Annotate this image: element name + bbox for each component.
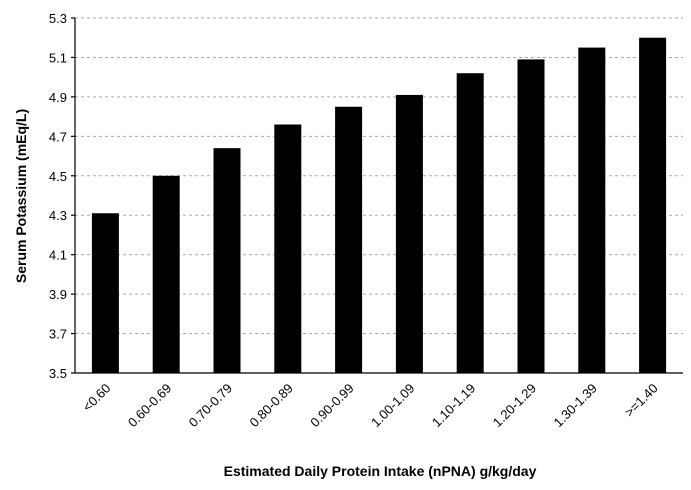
bar	[639, 37, 667, 373]
bar	[578, 47, 606, 373]
bar	[91, 213, 119, 373]
x-tick-label: >=1.40	[621, 381, 660, 420]
x-tick-label: 1.30-1.39	[550, 381, 599, 430]
x-tick-label: 0.90-0.99	[307, 381, 356, 430]
bar	[456, 73, 484, 373]
bar	[335, 106, 363, 373]
y-tick-label: 3.9	[49, 287, 67, 302]
y-tick-label: 4.1	[49, 248, 67, 263]
y-axis-label: Serum Potassium (mEq/L)	[13, 109, 29, 283]
bar	[213, 148, 241, 373]
bar	[517, 59, 545, 374]
y-tick-label: 3.5	[49, 366, 67, 381]
x-tick-label: 1.10-1.19	[429, 381, 478, 430]
x-tick-label: 1.20-1.29	[490, 381, 539, 430]
bar	[274, 124, 302, 373]
bar	[395, 94, 423, 374]
y-tick-label: 4.9	[49, 90, 67, 105]
x-tick-label: 0.70-0.79	[186, 381, 235, 430]
y-tick-label: 3.7	[49, 327, 67, 342]
y-tick-label: 4.7	[49, 129, 67, 144]
bar	[152, 175, 180, 373]
y-tick-label: 5.3	[49, 11, 67, 26]
x-tick-label: 1.00-1.09	[368, 381, 417, 430]
x-tick-label: 0.60-0.69	[125, 381, 174, 430]
y-tick-label: 4.5	[49, 169, 67, 184]
y-tick-label: 5.1	[49, 50, 67, 65]
x-tick-label: <0.60	[80, 381, 114, 415]
y-tick-label: 4.3	[49, 208, 67, 223]
x-tick-label: 0.80-0.89	[246, 381, 295, 430]
x-axis-label: Estimated Daily Protein Intake (nPNA) g/…	[224, 463, 537, 479]
